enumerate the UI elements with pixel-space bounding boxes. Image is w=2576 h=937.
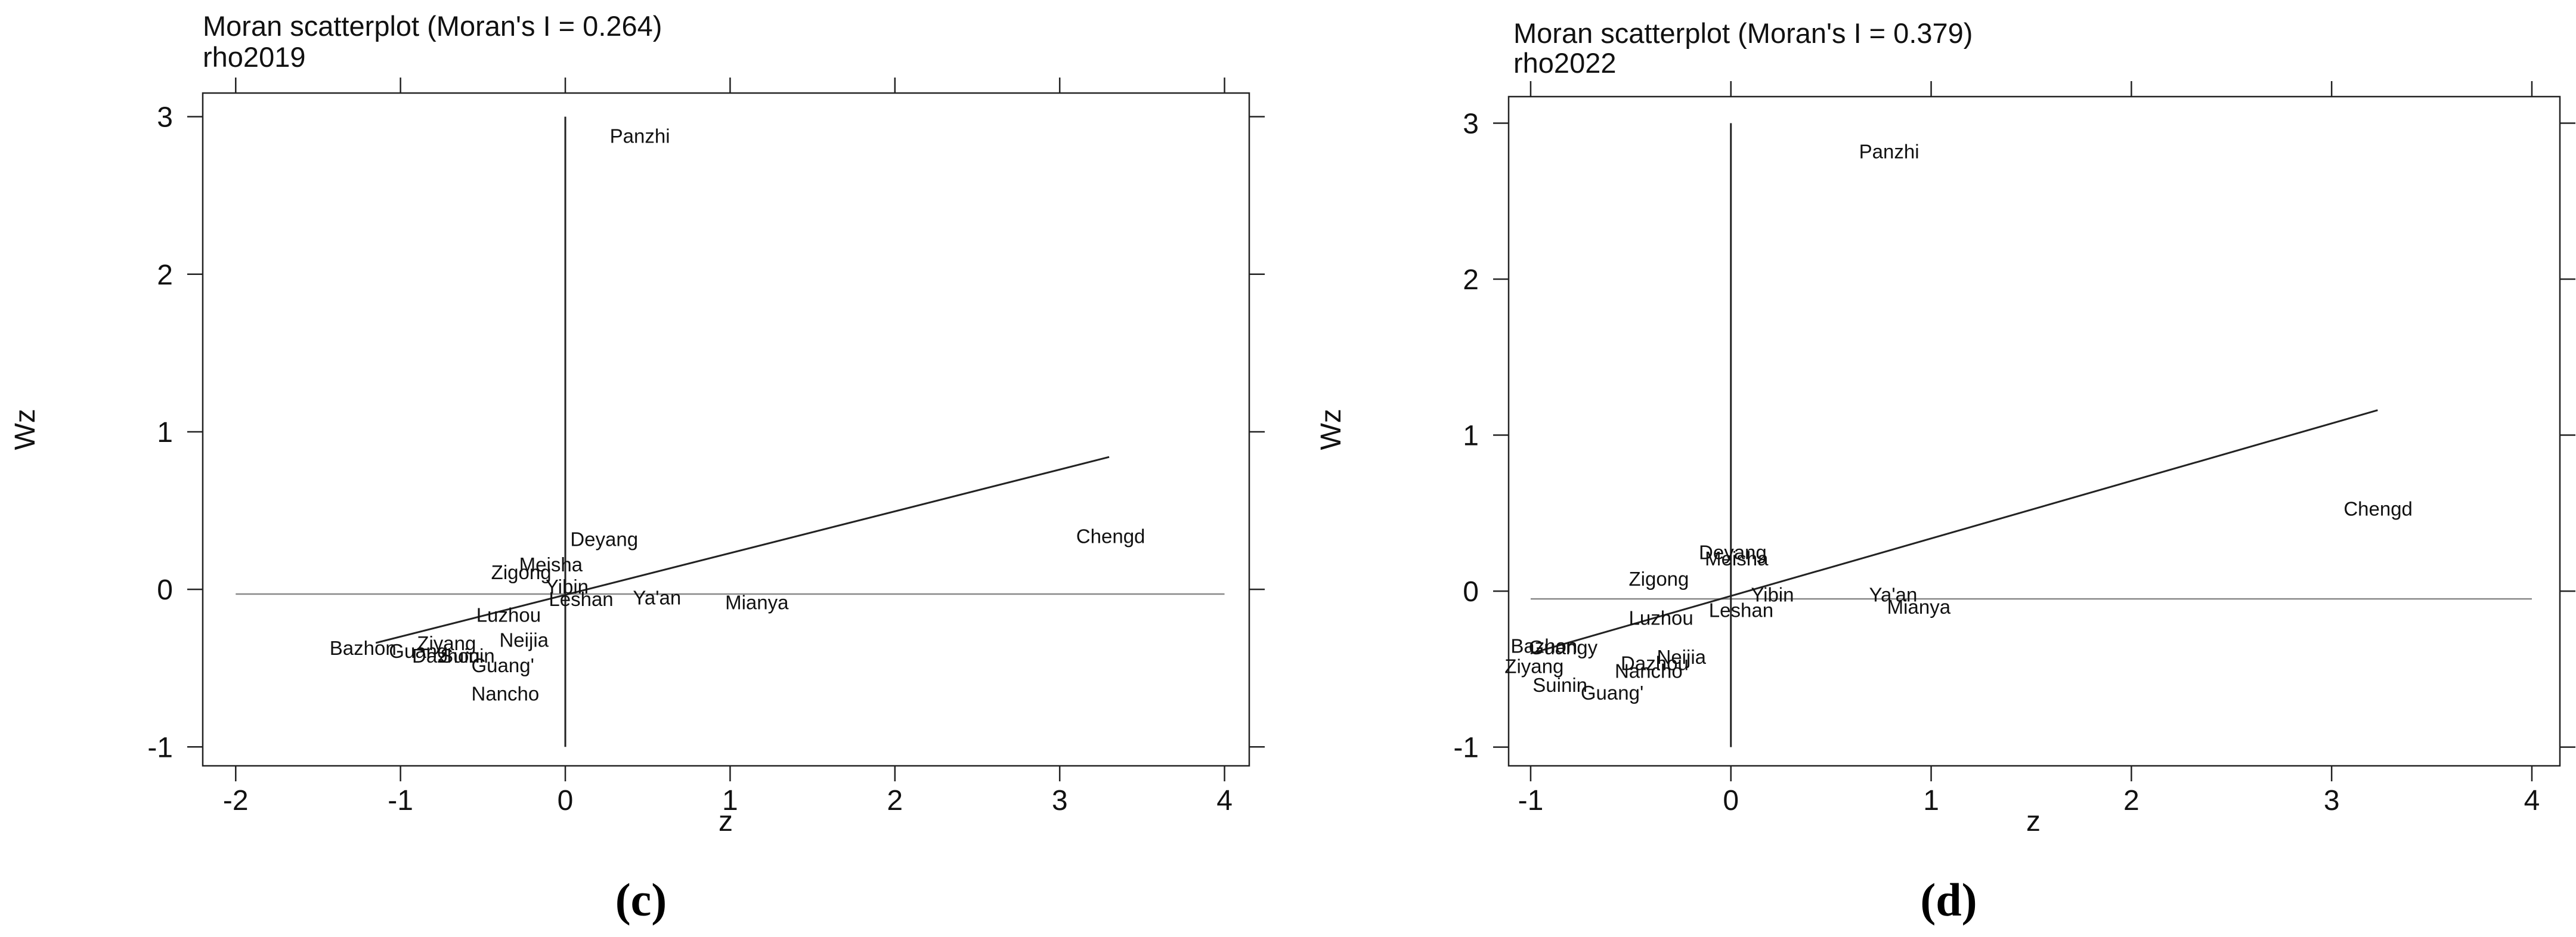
point-label: Yibin: [1751, 583, 1794, 605]
point-label: Ya'an: [1869, 583, 1917, 605]
point-label: Zigong: [491, 561, 552, 583]
point-label: Nancho: [471, 682, 539, 704]
y-tick-label: -1: [1453, 732, 1479, 764]
y-tick-label: -1: [147, 732, 173, 763]
point-label: Yibin: [546, 576, 589, 598]
point-label: Dazhou: [1621, 652, 1689, 674]
panel-d-caption: (d): [1920, 874, 1977, 926]
panel-c-y-axis-label: Wz: [10, 409, 41, 450]
point-label: Chengd: [2343, 497, 2413, 519]
point-label: Ya'an: [633, 586, 681, 608]
point-label: Neijia: [1657, 646, 1706, 668]
panel-d-subtitle: rho2022: [1513, 47, 1617, 79]
point-label: Luzhou: [1628, 607, 1693, 629]
x-tick-label: 1: [722, 785, 738, 817]
panel-d-x-axis-label: z: [2026, 806, 2041, 837]
x-tick-label: 4: [2524, 785, 2540, 817]
point-label: Ziyang: [417, 632, 476, 654]
point-label: Bazhon: [1510, 635, 1577, 657]
point-label: Deyang: [1699, 542, 1767, 564]
point-label: Suinin: [440, 645, 495, 667]
x-tick-label: 0: [1723, 785, 1739, 817]
panel-c-subtitle: rho2019: [203, 41, 306, 73]
y-tick-label: 3: [157, 102, 173, 134]
panel-d-title: Moran scatterplot (Moran's I = 0.379): [1513, 17, 1973, 49]
x-tick-label: -1: [388, 785, 413, 817]
point-label: Panzhi: [1859, 141, 1919, 163]
point-label: Guang': [471, 654, 534, 676]
panel-c-x-axis-label: z: [719, 806, 733, 837]
y-tick-label: 0: [1463, 576, 1479, 608]
panel-d-frame: [1507, 95, 2561, 767]
point-label: Mianya: [1887, 596, 1951, 618]
panel-c-fit-line: [375, 456, 1110, 644]
point-label: Ziyang: [1504, 655, 1563, 678]
point-label: Guang: [389, 640, 448, 662]
y-tick-label: 3: [1463, 108, 1479, 140]
x-tick-label: 3: [2324, 785, 2340, 817]
point-label: Guang': [1581, 682, 1643, 704]
point-label: Neijia: [499, 629, 549, 651]
point-label: Nancho: [1615, 660, 1683, 682]
point-label: Panzhi: [610, 125, 670, 147]
point-label: Leshan: [1709, 599, 1773, 621]
x-tick-label: 3: [1052, 785, 1068, 817]
y-tick-label: 1: [157, 417, 173, 449]
panel-c-caption: (c): [615, 874, 667, 926]
panel-c: Moran scatterplot (Moran's I = 0.264) rh…: [10, 10, 1265, 926]
y-tick-label: 2: [157, 259, 173, 291]
x-tick-label: 2: [887, 785, 903, 817]
y-tick-label: 1: [1463, 420, 1479, 452]
y-tick-label: 2: [1463, 264, 1479, 296]
x-tick-label: 0: [558, 785, 574, 817]
y-tick-label: 0: [157, 574, 173, 606]
point-label: Deyang: [570, 528, 638, 551]
point-label: Meisha: [1705, 548, 1769, 570]
panel-c-title: Moran scatterplot (Moran's I = 0.264): [203, 10, 662, 42]
panel-c-axes: -1 0 1 2 3 -2 -1 0 1 2 3 4: [147, 78, 1265, 817]
x-tick-label: 4: [1216, 785, 1233, 817]
panel-c-frame: [202, 92, 1250, 767]
panel-c-points: Panzhi Deyang Chengd MeishaZigongYibinLesha…: [330, 125, 1145, 704]
point-label: Guangy: [1529, 636, 1598, 658]
panel-d: Moran scatterplot (Moran's I = 0.379) rh…: [1315, 17, 2575, 926]
panel-d-fit-line: [1530, 409, 2378, 655]
point-label: Meisha: [519, 553, 583, 576]
point-label: Bazhon: [330, 637, 397, 659]
panel-d-y-axis-label: Wz: [1315, 409, 1347, 450]
panel-d-axes: -1 0 1 2 3 -1 0 1 2 3 4: [1453, 81, 2575, 817]
point-label: Zigong: [1628, 568, 1689, 590]
point-label: Dazhou: [412, 645, 480, 667]
x-tick-label: -2: [223, 785, 249, 817]
point-label: Suinin: [1532, 674, 1587, 696]
x-tick-label: 1: [1923, 785, 1939, 817]
x-tick-label: 2: [2123, 785, 2140, 817]
point-label: Chengd: [1076, 525, 1145, 547]
point-label: Luzhou: [476, 604, 541, 626]
point-label: Mianya: [725, 591, 789, 613]
point-label: Leshan: [549, 588, 613, 610]
x-tick-label: -1: [1518, 785, 1544, 817]
